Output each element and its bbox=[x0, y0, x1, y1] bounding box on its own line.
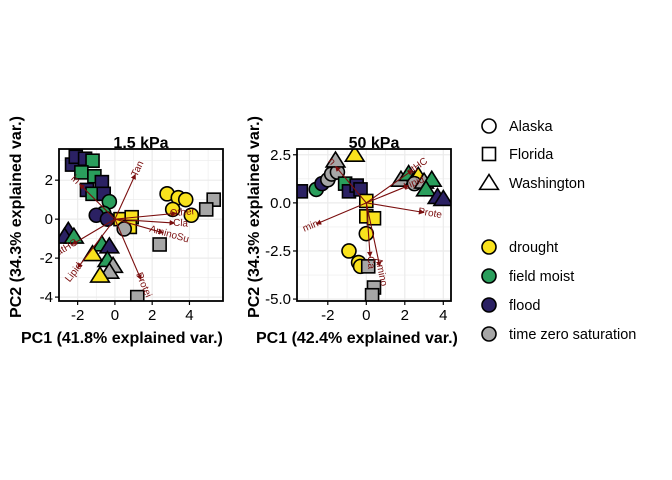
loading-arrow bbox=[365, 202, 373, 258]
loading-label: Ca bbox=[364, 256, 376, 270]
loading-arrow bbox=[365, 202, 382, 267]
loading-arrow bbox=[366, 202, 425, 215]
data-point bbox=[89, 265, 111, 283]
data-point bbox=[198, 202, 214, 217]
x-tick-label: 2 bbox=[148, 307, 156, 324]
y-tick-label: 0.0 bbox=[270, 195, 291, 212]
panel-50kpa-ticks: -2 0 2 4 -5.0 -2.5 0.0 2.5 bbox=[265, 147, 447, 324]
data-point bbox=[364, 287, 380, 301]
loading-arrow bbox=[79, 183, 116, 220]
x-axis-label: PC1 (42.4% explained var.) bbox=[256, 330, 458, 347]
y-tick-label: -4 bbox=[40, 289, 53, 306]
loading-label: Prote bbox=[417, 206, 443, 221]
data-point bbox=[81, 244, 104, 262]
legend-label: Alaska bbox=[509, 119, 553, 135]
panel-1-5kpa-frame bbox=[58, 148, 224, 302]
x-axis-label: PC1 (41.8% explained var.) bbox=[21, 330, 223, 347]
data-point bbox=[432, 189, 451, 207]
y-axis-label: PC2 (34.3% explained var.) bbox=[8, 116, 25, 318]
x-tick-label: -2 bbox=[321, 307, 334, 324]
loading-arrow bbox=[114, 211, 177, 220]
loading-label: Lipid bbox=[63, 261, 85, 284]
data-point bbox=[360, 259, 376, 274]
x-tick-label: 4 bbox=[439, 307, 447, 324]
y-tick-label: -2.5 bbox=[265, 243, 291, 260]
legend: Alaska Florida Washington drought field mois… bbox=[478, 118, 636, 343]
loading-arrow bbox=[71, 218, 116, 245]
legend-key-circle-icon bbox=[481, 326, 497, 342]
data-point bbox=[415, 179, 437, 197]
data-point bbox=[129, 289, 145, 301]
loading-arrow bbox=[114, 218, 142, 281]
x-tick-label: 2 bbox=[401, 307, 409, 324]
loading-arrow bbox=[365, 169, 413, 204]
panel-1-5kpa-ticks: -2 0 2 4 -4 -2 0 2 bbox=[40, 172, 194, 324]
panel-50kpa-frame bbox=[296, 148, 452, 302]
data-point bbox=[98, 236, 121, 254]
loading-label: Cla bbox=[173, 218, 189, 230]
y-axis-label: PC2 (34.3% explained var.) bbox=[246, 116, 263, 318]
legend-label: Florida bbox=[509, 147, 554, 163]
loading-arrow bbox=[114, 173, 136, 220]
x-tick-label: -2 bbox=[71, 307, 84, 324]
legend-label: time zero saturation bbox=[509, 327, 636, 343]
data-point bbox=[343, 149, 366, 162]
loading-label: Other bbox=[169, 206, 196, 219]
loading-arrow bbox=[77, 218, 116, 269]
loading-arrow bbox=[114, 218, 176, 226]
legend-key-circle-icon bbox=[481, 297, 497, 313]
legend-label: drought bbox=[509, 240, 558, 256]
data-point bbox=[297, 184, 309, 199]
legend-key-circle-icon bbox=[481, 118, 497, 134]
legend-label: field moist bbox=[509, 269, 574, 285]
legend-key-square-icon bbox=[481, 146, 497, 162]
panel-1-5kpa-xlabel-wrap: PC1 (41.8% explained var.) bbox=[21, 330, 223, 347]
data-point bbox=[152, 237, 167, 252]
chart-title: 50 kPa bbox=[349, 135, 400, 152]
legend-key-triangle-icon bbox=[478, 172, 500, 191]
x-tick-label: 4 bbox=[185, 307, 193, 324]
y-tick-label: -2 bbox=[40, 250, 53, 267]
legend-label: Washington bbox=[509, 176, 585, 192]
legend-key-circle-icon bbox=[481, 239, 497, 255]
loading-arrow bbox=[366, 184, 410, 204]
x-tick-label: 0 bbox=[362, 307, 370, 324]
loading-label: n bbox=[325, 156, 337, 167]
loading-label: min bbox=[301, 218, 320, 234]
y-tick-label: 2 bbox=[45, 172, 53, 189]
legend-key-circle-icon bbox=[481, 268, 497, 284]
panel-1-5kpa-points bbox=[59, 149, 221, 301]
loading-arrow bbox=[335, 165, 367, 204]
y-tick-label: 0 bbox=[45, 211, 53, 228]
data-point bbox=[183, 207, 200, 224]
chart-title: 1.5 kPa bbox=[113, 135, 168, 152]
panel-50kpa-xlabel-wrap: PC1 (42.4% explained var.) bbox=[256, 330, 458, 347]
data-point bbox=[85, 153, 100, 168]
data-point bbox=[177, 191, 194, 208]
data-point bbox=[341, 243, 357, 259]
loading-label: Tan bbox=[130, 159, 147, 178]
loading-arrow bbox=[315, 202, 367, 225]
y-tick-label: -5.0 bbox=[265, 291, 291, 308]
loading-arrow bbox=[114, 218, 164, 235]
legend-label: flood bbox=[509, 298, 540, 314]
x-tick-label: 0 bbox=[111, 307, 119, 324]
data-point bbox=[358, 225, 375, 242]
y-tick-label: 2.5 bbox=[270, 147, 291, 164]
